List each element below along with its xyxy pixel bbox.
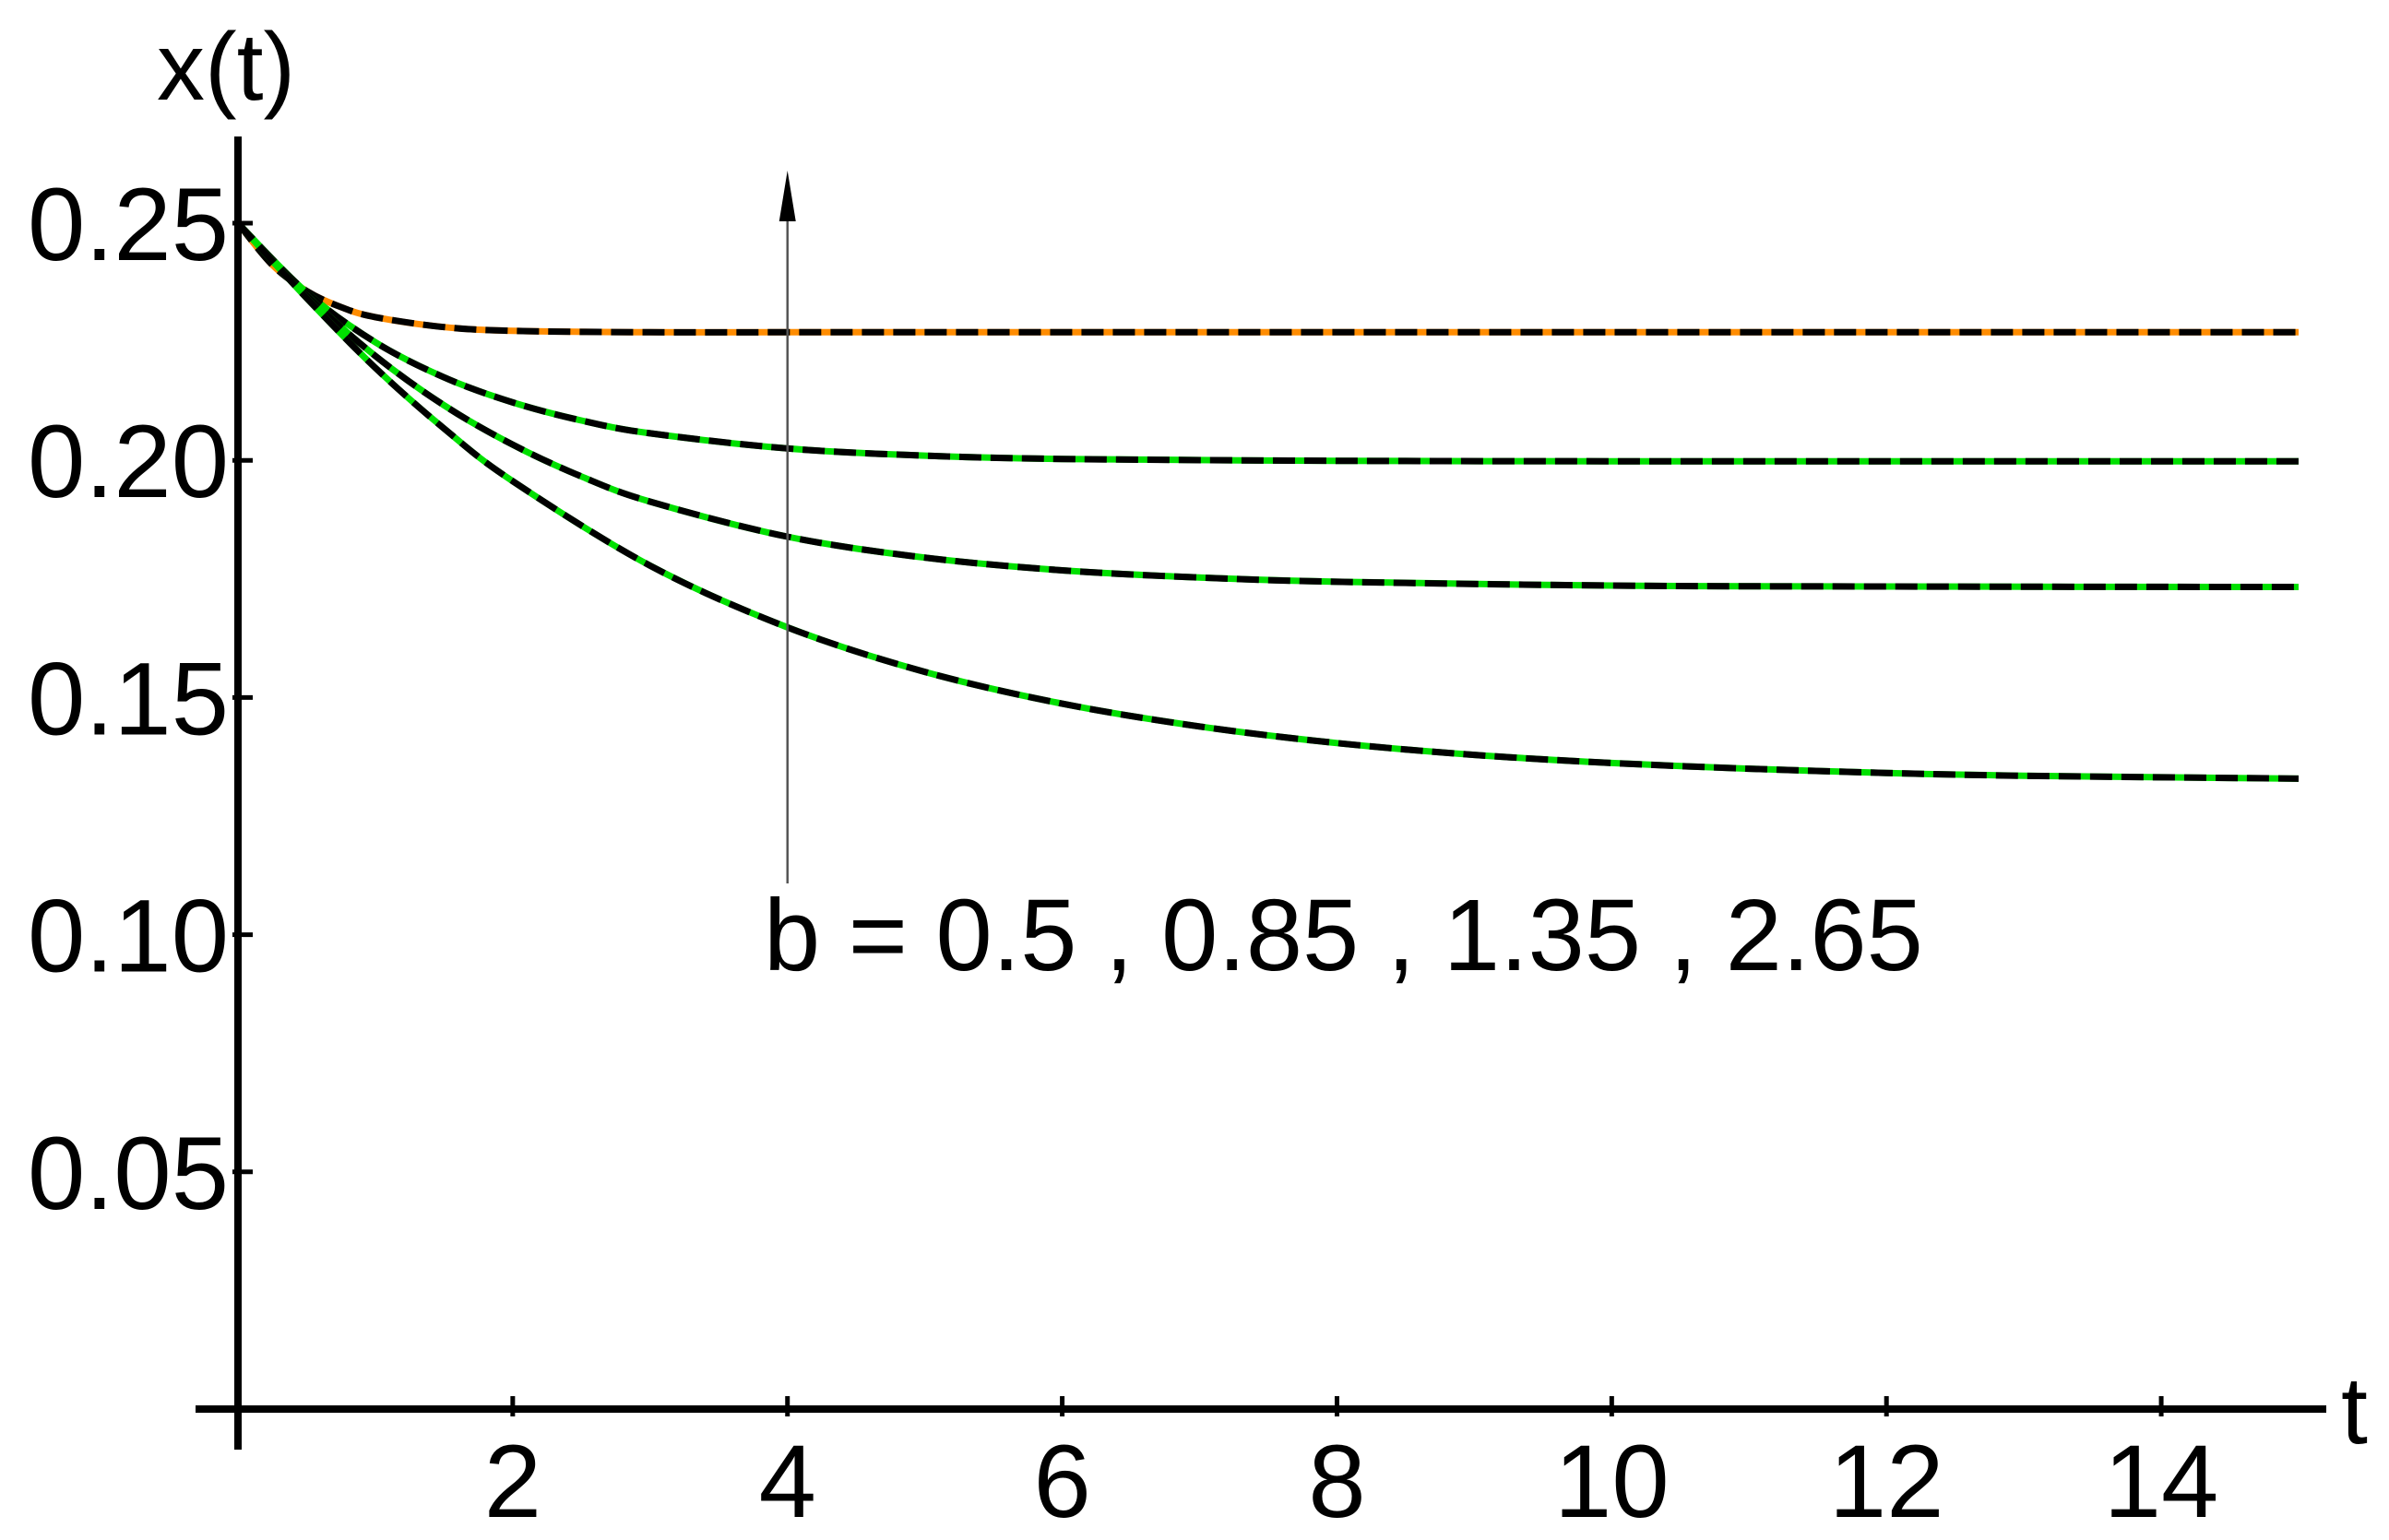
x-ticks: 2 4 6 8 10 12 14 <box>484 1396 2219 1539</box>
y-tick-label: 0.05 <box>28 1116 229 1231</box>
series-2-line <box>235 220 2299 465</box>
x-tick-label: 4 <box>759 1424 816 1539</box>
y-tick-label: 0.10 <box>28 879 229 994</box>
series-1-line <box>235 220 2299 336</box>
series-4-dashed <box>235 220 2300 782</box>
annotation-text: b = 0.5 , 0.85 , 1.35 , 2.65 <box>764 879 1923 992</box>
x-tick-label: 14 <box>2104 1424 2219 1539</box>
y-ticks: 0.05 0.10 0.15 0.20 0.25 <box>28 167 253 1231</box>
axes-layer <box>196 136 2326 1450</box>
x-tick-label: 6 <box>1033 1424 1090 1539</box>
x-axis-label: t <box>2341 1357 2368 1464</box>
series-3-line <box>235 220 2300 590</box>
annotation-arrow <box>779 171 796 883</box>
series-3-dashed <box>235 220 2300 590</box>
y-tick-label: 0.25 <box>28 167 229 282</box>
y-tick-label: 0.15 <box>28 641 229 756</box>
series-2-dashed <box>235 220 2299 465</box>
x-tick-label: 8 <box>1308 1424 1365 1539</box>
series-1-dashed <box>235 220 2299 336</box>
series-layer <box>235 220 2300 782</box>
x-tick-label: 12 <box>1829 1424 1944 1539</box>
y-axis-label: x(t) <box>157 14 295 121</box>
y-tick-label: 0.20 <box>28 404 229 519</box>
x-tick-label: 2 <box>484 1424 541 1539</box>
annotation-arrow-head <box>779 171 796 221</box>
x-tick-label: 10 <box>1554 1424 1670 1539</box>
